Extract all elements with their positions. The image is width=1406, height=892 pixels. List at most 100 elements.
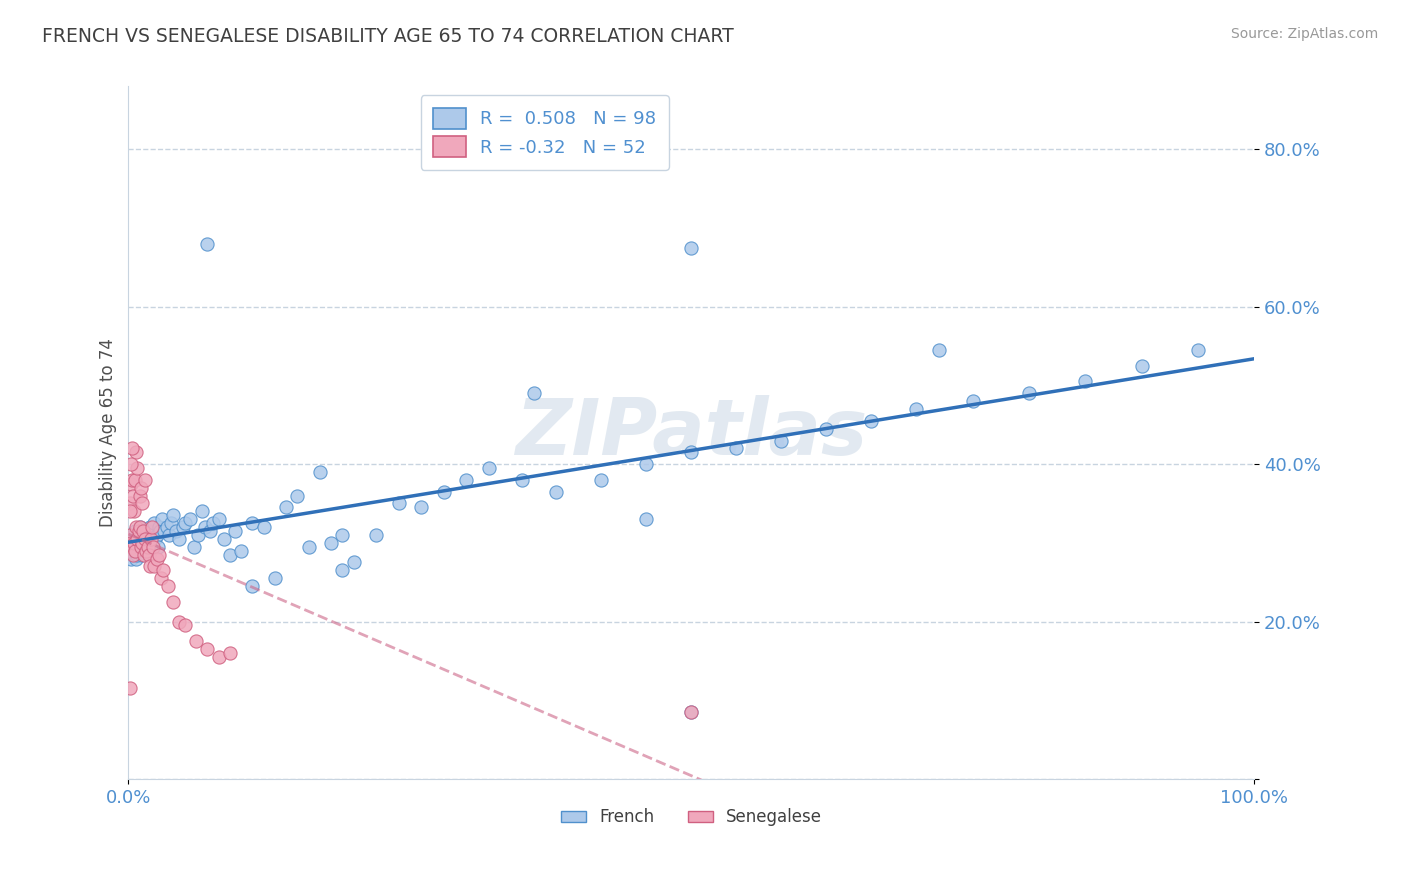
Point	[125, 551, 148, 566]
Point	[184, 634, 207, 648]
Point	[128, 520, 150, 534]
Point	[120, 476, 142, 491]
Point	[523, 386, 546, 401]
Point	[190, 504, 212, 518]
Point	[212, 532, 235, 546]
Point	[274, 500, 297, 515]
Point	[129, 481, 152, 495]
Point	[152, 563, 174, 577]
Point	[138, 548, 160, 562]
Point	[129, 540, 152, 554]
Point	[131, 536, 153, 550]
Point	[156, 520, 179, 534]
Point	[285, 489, 308, 503]
Point	[308, 465, 330, 479]
Point	[124, 473, 146, 487]
Point	[167, 532, 190, 546]
Point	[134, 528, 156, 542]
Point	[725, 442, 748, 456]
Point	[131, 496, 153, 510]
Point	[122, 536, 145, 550]
Point	[128, 540, 150, 554]
Point	[224, 524, 246, 538]
Point	[240, 579, 263, 593]
Point	[411, 500, 433, 515]
Point	[125, 445, 148, 459]
Point	[263, 571, 285, 585]
Point	[149, 524, 172, 538]
Point	[124, 543, 146, 558]
Point	[142, 540, 165, 554]
Point	[173, 618, 195, 632]
Point	[127, 532, 149, 546]
Point	[156, 579, 179, 593]
Point	[135, 540, 157, 554]
Point	[118, 504, 141, 518]
Point	[388, 496, 411, 510]
Text: Source: ZipAtlas.com: Source: ZipAtlas.com	[1230, 27, 1378, 41]
Point	[297, 540, 319, 554]
Point	[121, 536, 143, 550]
Point	[143, 559, 166, 574]
Point	[1130, 359, 1153, 373]
Point	[218, 548, 240, 562]
Point	[148, 548, 170, 562]
Point	[905, 402, 928, 417]
Point	[636, 457, 658, 471]
Point	[128, 520, 150, 534]
Point	[546, 484, 568, 499]
Point	[207, 649, 229, 664]
Point	[134, 473, 156, 487]
Point	[128, 528, 150, 542]
Point	[122, 489, 145, 503]
Point	[125, 520, 148, 534]
Point	[167, 615, 190, 629]
Point	[139, 532, 162, 546]
Point	[162, 595, 184, 609]
Point	[121, 540, 143, 554]
Point	[172, 520, 194, 534]
Point	[681, 705, 703, 719]
Point	[125, 540, 148, 554]
Point	[122, 540, 145, 554]
Point	[129, 540, 152, 554]
Point	[218, 646, 240, 660]
Point	[195, 236, 218, 251]
Point	[136, 540, 159, 554]
Point	[160, 516, 183, 530]
Point	[127, 536, 149, 550]
Point	[165, 524, 187, 538]
Point	[134, 532, 156, 546]
Point	[128, 524, 150, 538]
Point	[240, 516, 263, 530]
Point	[120, 457, 142, 471]
Point	[157, 528, 180, 542]
Text: FRENCH VS SENEGALESE DISABILITY AGE 65 TO 74 CORRELATION CHART: FRENCH VS SENEGALESE DISABILITY AGE 65 T…	[42, 27, 734, 45]
Point	[319, 536, 342, 550]
Point	[433, 484, 456, 499]
Point	[131, 536, 153, 550]
Point	[194, 520, 217, 534]
Point	[139, 520, 162, 534]
Point	[145, 532, 167, 546]
Point	[330, 528, 353, 542]
Point	[962, 394, 984, 409]
Point	[132, 524, 155, 538]
Point	[132, 524, 155, 538]
Point	[173, 516, 195, 530]
Point	[252, 520, 274, 534]
Point	[138, 524, 160, 538]
Point	[118, 528, 141, 542]
Point	[342, 556, 364, 570]
Point	[153, 524, 176, 538]
Point	[1074, 375, 1097, 389]
Point	[142, 524, 165, 538]
Point	[127, 548, 149, 562]
Point	[187, 528, 209, 542]
Point	[330, 563, 353, 577]
Point	[134, 548, 156, 562]
Point	[681, 241, 703, 255]
Point	[815, 422, 838, 436]
Point	[179, 512, 201, 526]
Point	[183, 540, 205, 554]
